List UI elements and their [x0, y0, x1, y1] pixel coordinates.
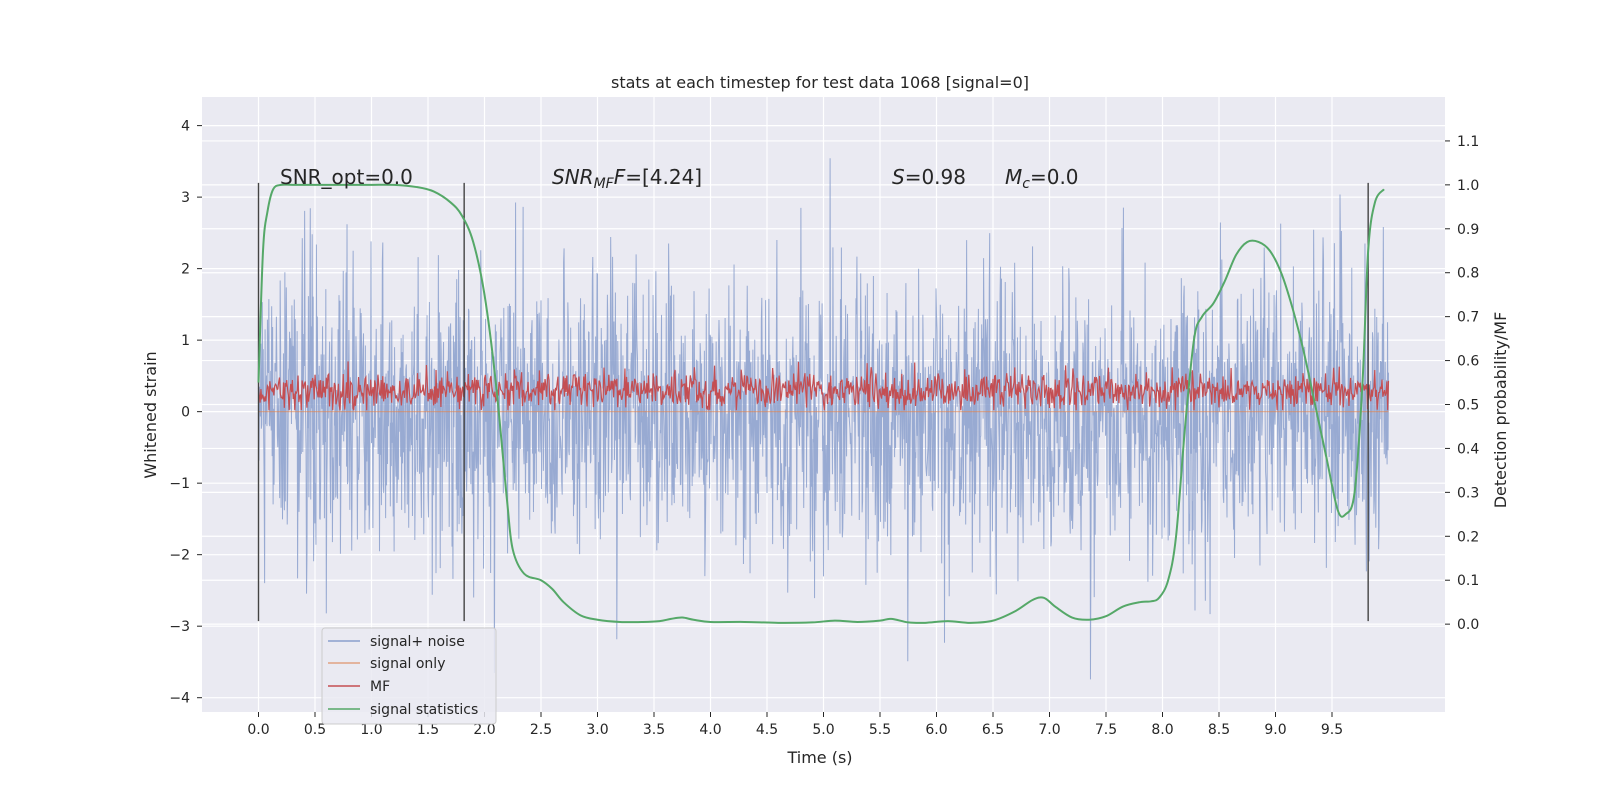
- y-right-tick-label: 0.9: [1457, 222, 1479, 238]
- y-right-tick-label: 0.4: [1457, 441, 1479, 457]
- y-right-tick-label: 0.5: [1457, 398, 1479, 414]
- y-left-tick-label: −4: [169, 691, 190, 707]
- x-tick-label: 5.0: [812, 722, 834, 738]
- y-left-tick-label: 1: [181, 333, 190, 349]
- y-left-tick-label: −2: [169, 548, 190, 564]
- x-tick-label: 6.0: [925, 722, 947, 738]
- y-right-tick-label: 0.6: [1457, 354, 1479, 370]
- legend-label-signal-statistics: signal statistics: [370, 702, 478, 718]
- y-right-tick-label: 0.2: [1457, 529, 1479, 545]
- annotation-mc-sub: c: [1022, 176, 1030, 192]
- legend-label-mf: MF: [370, 679, 390, 695]
- x-tick-label: 3.5: [643, 722, 665, 738]
- y-right-tick-label: 0.1: [1457, 573, 1479, 589]
- x-tick-label: 0.0: [247, 722, 269, 738]
- y-left-tick-label: 0: [181, 405, 190, 421]
- x-tick-label: 2.5: [530, 722, 552, 738]
- x-tick-label: 0.5: [304, 722, 326, 738]
- y-right-tick-label: 0.7: [1457, 310, 1479, 326]
- x-tick-label: 7.5: [1095, 722, 1117, 738]
- annotation-snr-opt: SNR_opt=0.0: [280, 165, 413, 189]
- x-tick-label: 4.0: [699, 722, 721, 738]
- chart-title: stats at each timestep for test data 106…: [611, 73, 1029, 92]
- annotation-mc: Mc=0.0: [1005, 165, 1079, 192]
- y-left-tick-label: −1: [169, 476, 190, 492]
- legend-frame: [321, 627, 497, 725]
- x-tick-label: 9.0: [1264, 722, 1286, 738]
- x-tick-label: 7.0: [1038, 722, 1060, 738]
- x-tick-label: 6.5: [982, 722, 1004, 738]
- annotation-snr-mf-sub: MF: [594, 176, 615, 192]
- series-line-mf: [257, 361, 1390, 411]
- y-axis-left-label: Whitened strain: [141, 351, 160, 478]
- y-left-tick-label: 2: [181, 262, 190, 278]
- series-signal-statistics: [257, 183, 1385, 624]
- x-tick-label: 8.0: [1151, 722, 1173, 738]
- x-axis-label: Time (s): [786, 748, 852, 767]
- annotation-s-main: S: [892, 165, 905, 189]
- x-tick-label: 1.5: [417, 722, 439, 738]
- annotation-snr-mf: SNRMFF=[4.24]: [552, 165, 702, 192]
- annotation-s-value: =0.98: [905, 165, 966, 189]
- annotation-snr-mf-main: SNR: [552, 165, 594, 189]
- y-axis-right-label: Detection probability/MF: [1491, 312, 1510, 509]
- x-tick-label: 3.0: [586, 722, 608, 738]
- x-tick-label: 4.5: [756, 722, 778, 738]
- series-mf: [257, 361, 1390, 411]
- legend-label-signal-noise: signal+ noise: [370, 634, 465, 650]
- y-right-tick-label: 0.3: [1457, 485, 1479, 501]
- legend: signal+ noise signal only MF signal stat…: [321, 627, 497, 725]
- y-right-tick-label: 0.0: [1457, 617, 1479, 633]
- legend-label-signal-only: signal only: [370, 656, 445, 672]
- y-left-tick-label: −3: [169, 619, 190, 635]
- y-right-tick-label: 1.0: [1457, 178, 1479, 194]
- x-tick-label: 9.5: [1321, 722, 1343, 738]
- axes: 0.0 0.5 1.0 1.5 2.0 2.5 3.0 3.5 4.0 4.5 5.0 5.5 6.0 6…: [169, 119, 1479, 738]
- annotation-snr-mf-value: =[4.24]: [625, 165, 702, 189]
- annotation-snr-mf-f: F: [614, 165, 626, 189]
- annotation-mc-main: M: [1005, 165, 1022, 189]
- x-tick-label: 1.0: [360, 722, 382, 738]
- y-right-tick-label: 0.8: [1457, 266, 1479, 282]
- annotation-s: S=0.98: [892, 165, 966, 189]
- y-right-tick-label: 1.1: [1457, 134, 1479, 150]
- y-left-tick-label: 4: [181, 119, 190, 135]
- x-tick-label: 2.0: [473, 722, 495, 738]
- series-line-signal-statistics: [257, 183, 1385, 624]
- x-tick-label: 8.5: [1208, 722, 1230, 738]
- x-tick-label: 5.5: [869, 722, 891, 738]
- annotation-mc-value: =0.0: [1030, 165, 1079, 189]
- y-left-tick-label: 3: [181, 190, 190, 206]
